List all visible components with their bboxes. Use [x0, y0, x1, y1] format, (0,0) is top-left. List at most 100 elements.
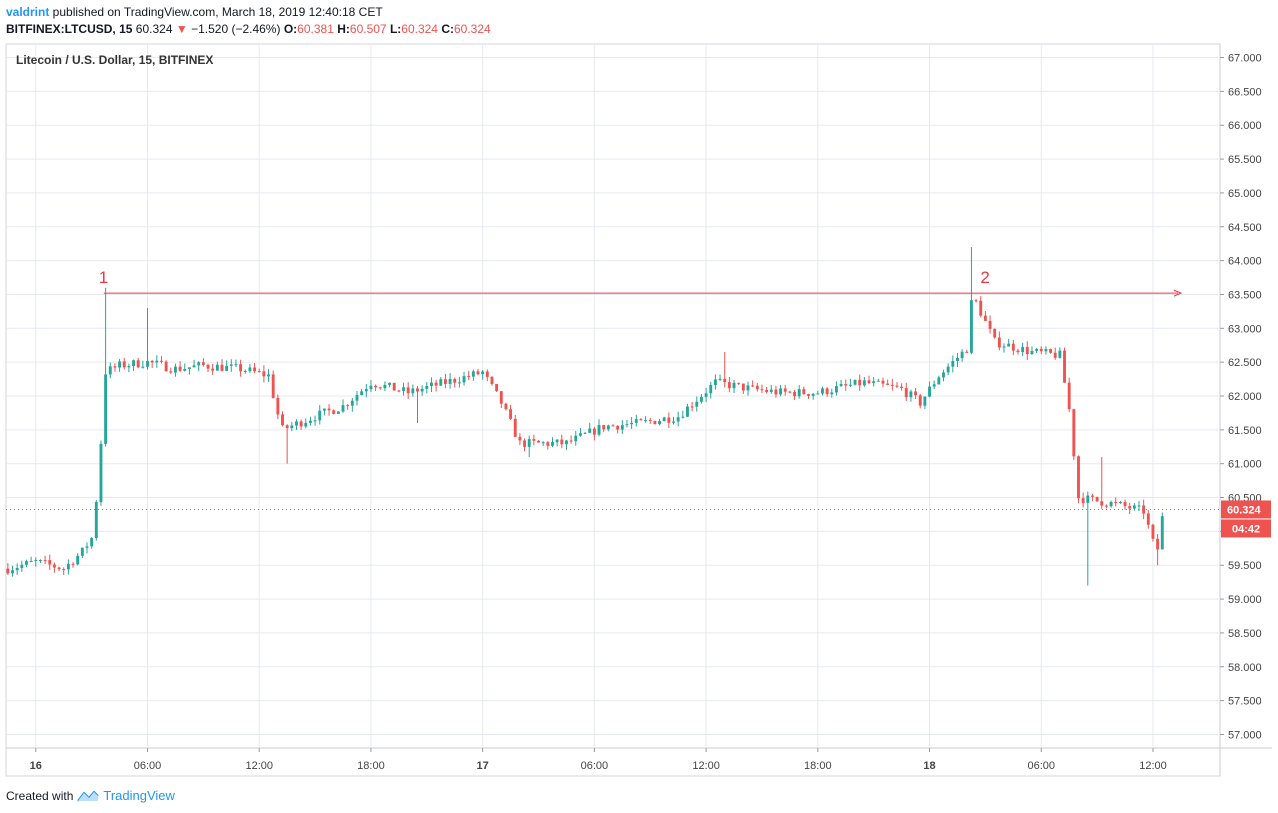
candle-body: [1044, 349, 1048, 352]
candle-body: [876, 380, 880, 382]
candle-body: [914, 391, 918, 396]
candle-body: [844, 384, 848, 386]
candle-body: [969, 300, 973, 353]
candle-body: [951, 360, 955, 367]
candle-body: [43, 560, 47, 562]
candle-body: [1081, 498, 1085, 503]
candle-body: [201, 362, 205, 365]
candle-body: [532, 439, 536, 441]
candle-body: [993, 328, 997, 338]
time-tick-label: 18:00: [357, 760, 385, 772]
price-axis: 67.000 66.500 66.000 65.500 65.000 64.500 64.0…: [1220, 53, 1271, 741]
candle-body: [821, 388, 824, 394]
candle-body: [956, 357, 959, 361]
close-label: C:: [441, 22, 454, 36]
candle-body: [248, 367, 252, 372]
candle-body: [1095, 496, 1099, 502]
candle-body: [676, 417, 680, 422]
candle-body: [937, 377, 941, 385]
time-tick-label: 12:00: [1139, 760, 1167, 772]
candle-body: [262, 371, 266, 377]
tradingview-logo-icon: [77, 790, 100, 802]
candle-body: [704, 393, 708, 397]
time-tick-label: 06:00: [134, 760, 162, 772]
candle-body: [285, 425, 289, 429]
candle-body: [630, 422, 634, 425]
candle-body: [52, 564, 56, 568]
author-link[interactable]: valdrint: [6, 5, 50, 19]
candle-body: [923, 396, 927, 406]
candle-body: [620, 425, 624, 430]
candle-body: [1002, 346, 1006, 348]
candle-body: [187, 367, 191, 369]
candle-body: [430, 382, 433, 386]
candle-body: [1132, 505, 1136, 509]
candle-body: [327, 408, 331, 411]
arrow-head-icon: [1173, 289, 1183, 297]
candle-body: [681, 416, 685, 418]
high-value: 60.507: [349, 22, 387, 36]
candle-body: [220, 364, 224, 371]
candle-body: [80, 547, 84, 556]
time-tick-label: 18:00: [804, 760, 832, 772]
candle-body: [909, 391, 913, 398]
candle-body: [546, 442, 550, 446]
candle-body: [639, 419, 643, 421]
candle-body: [942, 372, 945, 378]
candle-body: [206, 364, 210, 369]
candle-body: [341, 405, 345, 412]
candle-body: [741, 383, 745, 391]
time-tick-label: 06:00: [581, 760, 609, 772]
annotation-label: 1: [99, 268, 108, 287]
candle-body: [858, 379, 862, 386]
candle-body: [1053, 352, 1057, 358]
candle-body: [211, 368, 215, 371]
price-tick-label: 65.000: [1228, 188, 1262, 200]
candle-body: [713, 379, 717, 386]
candle-body: [774, 389, 778, 395]
candle-body: [686, 406, 689, 417]
candle-body: [304, 422, 308, 427]
candle-body: [988, 320, 992, 329]
candle-body: [560, 439, 564, 445]
price-tick-label: 64.500: [1228, 222, 1262, 234]
tradingview-brand-link[interactable]: TradingView: [103, 788, 175, 803]
candle-body: [183, 368, 187, 371]
candle-body: [122, 361, 126, 368]
candle-body: [104, 374, 108, 444]
candle-body: [537, 440, 540, 443]
candle-body: [295, 421, 298, 426]
price-tick-label: 64.000: [1228, 256, 1262, 268]
candle-body: [57, 567, 61, 570]
candle-body: [1007, 343, 1011, 347]
candle-body: [588, 428, 592, 433]
candle-body: [1128, 506, 1132, 509]
candle-body: [336, 411, 340, 414]
time-tick-label: 06:00: [1027, 760, 1055, 772]
candle-body: [1021, 346, 1025, 353]
candle-body: [271, 374, 275, 398]
candle-body: [453, 378, 457, 383]
candle-body: [769, 389, 773, 393]
candle-body: [802, 389, 806, 395]
chart-grid: [5, 43, 1272, 777]
candle-body: [793, 391, 796, 397]
candle-body: [495, 383, 499, 392]
candle-body: [523, 440, 526, 447]
candle-body: [1137, 505, 1141, 507]
candle-body: [332, 410, 336, 414]
publish-text: published on TradingView.com, March 18, …: [49, 5, 383, 19]
candle-body: [243, 371, 247, 373]
candle-body: [1100, 501, 1104, 506]
price-tick-label: 63.000: [1228, 323, 1262, 335]
price-tick-label: 63.500: [1228, 289, 1262, 301]
time-tick-label: 18: [923, 760, 935, 772]
candles: [6, 247, 1164, 586]
candle-body: [169, 371, 173, 373]
candle-body: [960, 351, 964, 358]
candle-body: [895, 385, 899, 387]
candle-body: [267, 374, 270, 377]
candle-body: [178, 366, 182, 371]
